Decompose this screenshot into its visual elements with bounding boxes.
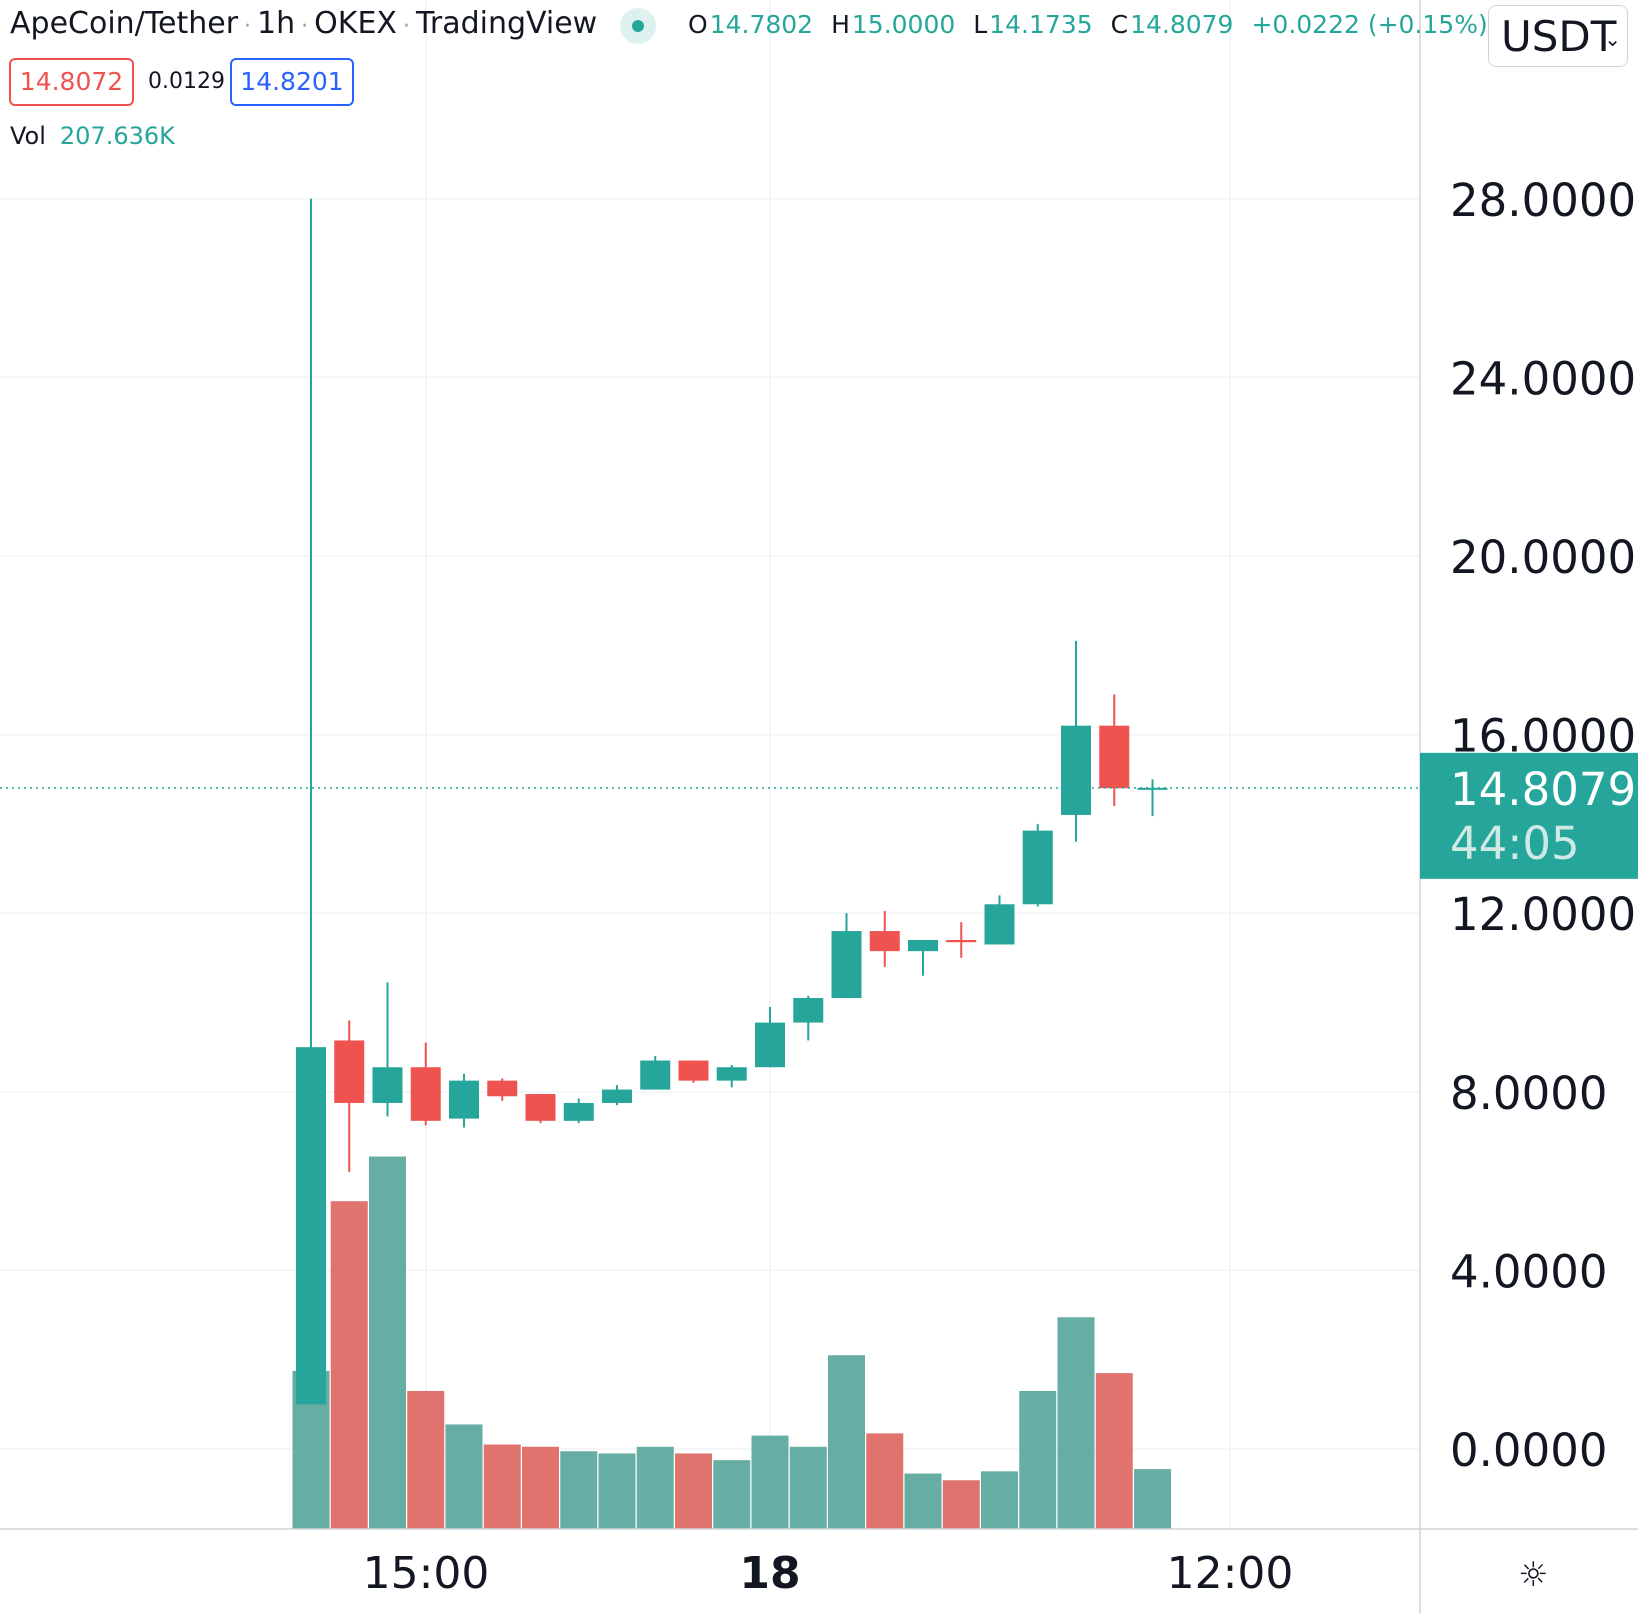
candle-body <box>984 904 1015 945</box>
volume-value: 207.636K <box>59 122 175 150</box>
candle-body <box>793 998 824 1023</box>
volume-bar <box>1057 1317 1095 1529</box>
market-open-status-icon <box>620 8 656 44</box>
price-tick-label: 24.0000 <box>1450 352 1636 405</box>
last-price-label: 14.8079 <box>1450 763 1636 816</box>
volume-bar <box>522 1446 559 1529</box>
candle-body <box>678 1060 709 1081</box>
candle-body <box>1022 830 1053 905</box>
interval[interactable]: 1h <box>257 6 296 41</box>
candle-body <box>296 1047 326 1405</box>
price-tick-label: 8.0000 <box>1450 1067 1607 1120</box>
spread-value: 0.0129 <box>148 58 225 102</box>
chevron-down-icon: ⌄ <box>1604 27 1621 51</box>
volume-label: Vol <box>10 122 46 150</box>
open-label: O <box>688 10 708 39</box>
volume-bar <box>713 1460 751 1529</box>
price-tick-label: 12.0000 <box>1450 888 1636 941</box>
candle-body <box>716 1067 747 1081</box>
buy-price-button[interactable]: 14.8201 <box>230 58 354 106</box>
time-tick-label: 12:00 <box>1167 1548 1294 1599</box>
candle-body <box>563 1102 594 1121</box>
close-value: 14.8079 <box>1130 10 1234 39</box>
volume-bar <box>751 1435 789 1529</box>
change-value: +0.0222 (+0.15%) <box>1251 10 1488 39</box>
last-price-marker <box>1420 752 1638 879</box>
volume-bar <box>675 1453 712 1529</box>
candle-body <box>449 1080 479 1119</box>
price-tick-label: 20.0000 <box>1450 531 1636 584</box>
data-source: TradingView <box>415 6 598 41</box>
volume-bar <box>560 1451 598 1529</box>
candle-body <box>1137 787 1168 790</box>
volume-bar <box>407 1390 445 1529</box>
candle-body <box>946 939 977 943</box>
bar-countdown-label: 44:05 <box>1450 817 1580 870</box>
volume-bar <box>789 1446 827 1529</box>
price-tick-label: 4.0000 <box>1450 1245 1607 1298</box>
low-value: 14.1735 <box>989 10 1093 39</box>
volume-bar <box>866 1433 904 1529</box>
candle-body <box>410 1067 441 1121</box>
volume-bar <box>483 1444 521 1529</box>
time-tick-label: 18 <box>739 1548 800 1599</box>
candle-body <box>640 1060 671 1090</box>
price-tick-label: 0.0000 <box>1450 1424 1607 1477</box>
ohlc-values: O14.7802 H15.0000 L14.1735 C14.8079 +0.0222 … <box>688 10 1488 39</box>
volume-bar <box>636 1446 674 1529</box>
candle-body <box>372 1067 403 1103</box>
candle-body <box>869 931 900 952</box>
low-label: L <box>973 10 988 39</box>
symbol-name[interactable]: ApeCoin/Tether <box>10 6 239 41</box>
candle-body <box>1061 725 1091 815</box>
volume-bar <box>1019 1390 1057 1529</box>
volume-bar <box>369 1156 406 1529</box>
high-label: H <box>831 10 850 39</box>
currency-label: USDT <box>1501 12 1617 61</box>
candle-body <box>1099 725 1130 789</box>
volume-bar <box>598 1453 636 1529</box>
volume-bar <box>981 1471 1018 1529</box>
candle-body <box>831 931 862 999</box>
chart-legend: ApeCoin/Tether · 1h · OKEX · TradingView <box>10 6 598 41</box>
candle-body <box>487 1080 518 1097</box>
volume-legend: Vol 207.636K <box>10 122 175 150</box>
volume-bar <box>942 1480 980 1529</box>
candle-body <box>755 1022 785 1068</box>
high-value: 15.0000 <box>851 10 956 39</box>
sell-price-button[interactable]: 14.8072 <box>9 58 134 106</box>
candle-body <box>908 939 938 952</box>
price-tick-label: 28.0000 <box>1450 174 1636 227</box>
candle-body <box>525 1094 556 1121</box>
candle-body <box>602 1089 632 1103</box>
time-tick-label: 15:00 <box>363 1548 490 1599</box>
close-label: C <box>1110 10 1129 39</box>
volume-bar <box>1095 1373 1133 1529</box>
gear-icon[interactable]: ☼ <box>1518 1555 1549 1595</box>
volume-bar <box>828 1355 865 1529</box>
candle-body <box>334 1040 365 1103</box>
open-value: 14.7802 <box>709 10 814 39</box>
exchange: OKEX <box>314 6 397 41</box>
volume-bar <box>1134 1469 1171 1529</box>
volume-bar <box>330 1201 368 1529</box>
volume-bar <box>904 1473 942 1529</box>
volume-bar <box>445 1424 483 1529</box>
currency-selector[interactable]: USDT ⌄ <box>1488 5 1628 67</box>
